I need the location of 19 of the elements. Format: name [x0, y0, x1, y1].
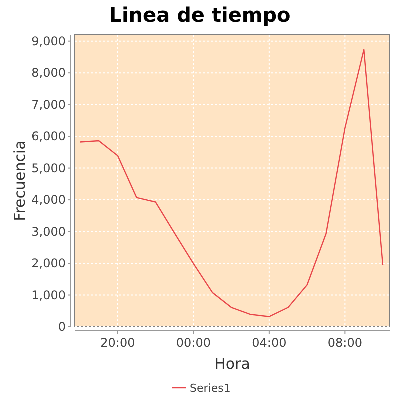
y-tick-label: 0 [58, 320, 66, 334]
y-axis-title: Frecuencia [11, 140, 29, 222]
y-tick-label: 7,000 [32, 98, 66, 112]
y-tick-label: 5,000 [32, 161, 66, 176]
legend-label: Series1 [190, 382, 231, 395]
chart-title: Linea de tiempo [109, 3, 291, 27]
x-tick-label: 00:00 [176, 336, 211, 350]
x-tick-label: 04:00 [252, 336, 287, 350]
y-tick-label: 2,000 [32, 256, 66, 271]
y-tick-label: 3,000 [32, 224, 66, 239]
y-tick-label: 1,000 [32, 288, 66, 302]
y-tick-label: 4,000 [32, 193, 66, 208]
y-tick-label: 9,000 [32, 34, 66, 48]
x-axis-title: Hora [214, 355, 250, 373]
line-series [79, 49, 384, 318]
x-tick-label: 08:00 [328, 336, 362, 350]
y-tick-label: 6,000 [32, 130, 66, 144]
y-tick-label: 8,000 [32, 66, 66, 80]
x-tick-label: 20:00 [100, 336, 136, 350]
